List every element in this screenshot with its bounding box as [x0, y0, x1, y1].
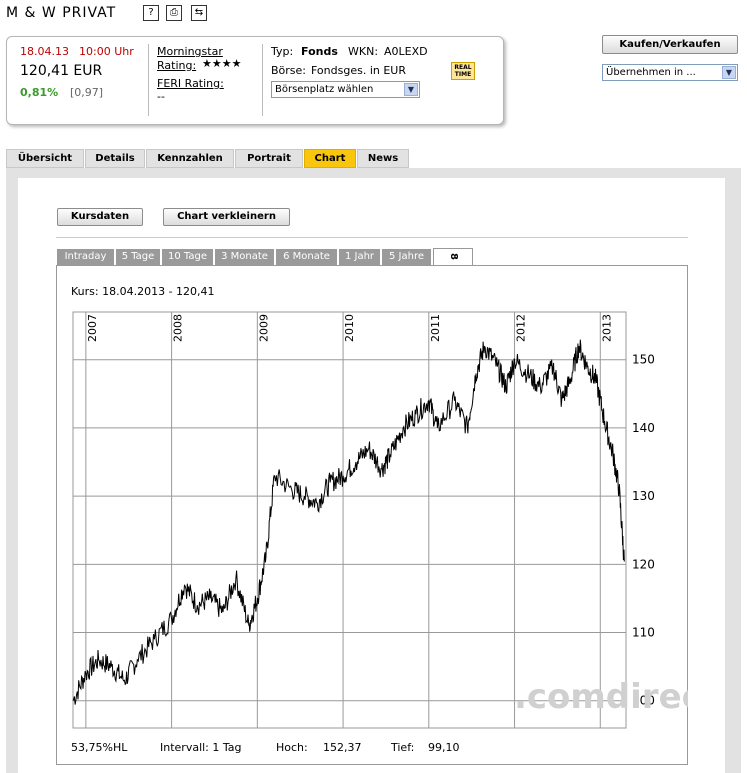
- morningstar-rating-link[interactable]: Morningstar Rating:: [157, 45, 223, 72]
- x-tick-label: 2010: [343, 314, 356, 342]
- high-label: Hoch:: [276, 741, 308, 754]
- period-tab-10-tage[interactable]: 10 Tage: [162, 249, 214, 265]
- period-tab-all-label: 8: [447, 253, 459, 260]
- change-percent: 0,81%: [20, 86, 59, 99]
- y-tick-label: 130: [632, 489, 655, 503]
- tab-kennzahlen[interactable]: Kennzahlen: [146, 149, 234, 168]
- divider: [262, 44, 263, 116]
- chart-frame: [56, 265, 688, 765]
- tab-chart[interactable]: Chart: [304, 149, 356, 168]
- x-tick-label: 2011: [429, 314, 442, 342]
- y-tick-label: 120: [632, 557, 655, 571]
- boerse-select[interactable]: Börsenplatz wählen ▼: [271, 81, 420, 98]
- y-tick-label: 110: [632, 626, 655, 640]
- help-icon[interactable]: ?: [143, 5, 159, 21]
- x-tick-label: 2012: [515, 314, 528, 342]
- take-into-select[interactable]: Übernehmen in ... ▼: [602, 64, 738, 81]
- plot-area: [72, 311, 627, 729]
- boerse-label: Börse:: [271, 64, 307, 77]
- period-tab-5-tage[interactable]: 5 Tage: [116, 249, 161, 265]
- quote-time: 10:00 Uhr: [79, 45, 134, 58]
- print-icon[interactable]: ⎙: [166, 5, 182, 21]
- change-absolute: [0,97]: [70, 86, 104, 99]
- realtime-line2: TIME: [454, 71, 472, 78]
- high-value: 152,37: [323, 741, 362, 754]
- quote-price: 120,41 EUR: [20, 63, 103, 79]
- feri-rating-value: --: [157, 90, 165, 103]
- period-tab-5-jahre[interactable]: 5 Jahre: [382, 249, 432, 265]
- low-value: 99,10: [428, 741, 460, 754]
- period-tab-intraday[interactable]: Intraday: [57, 249, 115, 265]
- divider: [148, 44, 149, 116]
- x-tick-label: 2009: [257, 314, 270, 342]
- realtime-badge: REAL TIME: [451, 62, 475, 80]
- page-title: M & W PRIVAT: [6, 5, 117, 21]
- comdirect-watermark: .comdirect: [514, 677, 688, 717]
- rating-stars: ★★★★: [202, 57, 242, 70]
- period-tab-6-monate[interactable]: 6 Monate: [276, 249, 338, 265]
- tab-portrait[interactable]: Portrait: [235, 149, 303, 168]
- refresh-icon[interactable]: ⇆: [191, 5, 207, 21]
- divider: [56, 237, 688, 238]
- chevron-down-icon: ▼: [404, 83, 418, 96]
- y-tick-label: 100: [632, 694, 655, 708]
- x-tick-label: 2008: [172, 314, 185, 342]
- typ-label: Typ:: [271, 45, 294, 58]
- period-tab-all[interactable]: 8: [433, 248, 473, 265]
- x-tick-label: 2013: [600, 314, 613, 342]
- typ-value: Fonds: [301, 45, 338, 58]
- wkn-label: WKN:: [348, 45, 379, 58]
- buy-sell-button[interactable]: Kaufen/Verkaufen: [602, 35, 738, 54]
- period-tab-3-monate[interactable]: 3 Monate: [215, 249, 275, 265]
- realtime-line1: REAL: [454, 64, 472, 71]
- low-label: Tief:: [391, 741, 415, 754]
- y-tick-label: 150: [632, 353, 655, 367]
- kursdaten-button[interactable]: Kursdaten: [57, 208, 143, 226]
- chart-kurs: Kurs: 18.04.2013 - 120,41: [71, 285, 215, 298]
- interval-label: Intervall: 1 Tag: [160, 741, 242, 754]
- tab-uebersicht[interactable]: Übersicht: [6, 149, 84, 168]
- shrink-chart-button[interactable]: Chart verkleinern: [163, 208, 290, 226]
- price-line: [72, 339, 625, 705]
- hl-percent: 53,75%HL: [71, 741, 128, 754]
- boerse-select-value: Börsenplatz wählen: [275, 84, 374, 95]
- quote-box: [6, 36, 504, 125]
- feri-rating-link[interactable]: FERI Rating:: [157, 77, 224, 90]
- period-tab-1-jahr[interactable]: 1 Jahr: [339, 249, 381, 265]
- take-into-value: Übernehmen in ...: [606, 67, 696, 78]
- tab-news[interactable]: News: [357, 149, 409, 168]
- x-tick-label: 2007: [86, 314, 99, 342]
- wkn-value: A0LEXD: [384, 45, 428, 58]
- chevron-down-icon: ▼: [722, 66, 736, 79]
- quote-date: 18.04.13: [20, 45, 69, 58]
- tab-details[interactable]: Details: [85, 149, 145, 168]
- price-chart: 2007 2008 2009 2010 2011 2012 2013 100 110 120 13…: [72, 311, 688, 729]
- boerse-value: Fondsges. in EUR: [311, 64, 406, 77]
- y-tick-label: 140: [632, 421, 655, 435]
